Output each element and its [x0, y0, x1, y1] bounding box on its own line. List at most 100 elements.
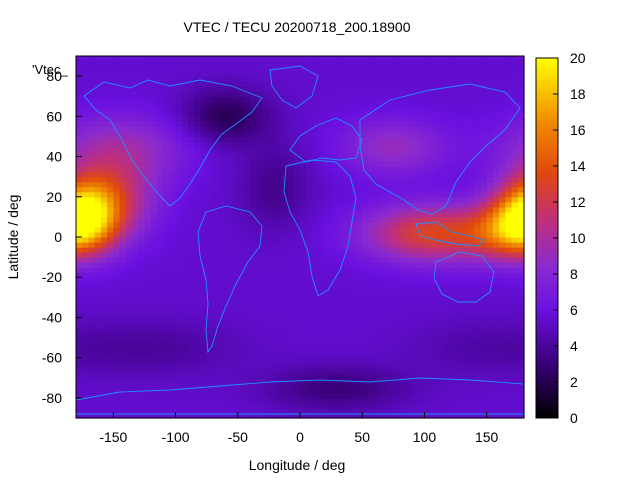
heatmap-cell: [175, 242, 183, 248]
heatmap-cell: [374, 151, 382, 158]
heatmap-cell: [412, 61, 419, 67]
heatmap-cell: [430, 387, 438, 394]
heatmap-cell: [237, 181, 245, 188]
heatmap-cell: [156, 382, 164, 389]
heatmap-cell: [287, 196, 295, 203]
heatmap-cell: [94, 237, 102, 243]
heatmap-cell: [300, 216, 307, 223]
heatmap-cell: [443, 242, 450, 248]
heatmap-cell: [480, 91, 488, 97]
heatmap-cell: [194, 412, 202, 419]
heatmap-cell: [150, 121, 158, 127]
heatmap-cell: [337, 237, 345, 243]
heatmap-cell: [287, 412, 295, 419]
heatmap-cell: [505, 342, 513, 349]
heatmap-cell: [113, 116, 121, 122]
heatmap-cell: [275, 206, 282, 213]
heatmap-cell: [418, 176, 426, 183]
heatmap-cell: [374, 106, 382, 112]
heatmap-cell: [430, 312, 438, 319]
heatmap-cell: [418, 211, 426, 218]
heatmap-cell: [194, 141, 202, 148]
heatmap-cell: [219, 247, 226, 253]
heatmap-cell: [268, 297, 276, 303]
heatmap-cell: [412, 191, 419, 198]
heatmap-cell: [492, 151, 500, 158]
heatmap-cell: [76, 121, 83, 127]
heatmap-cell: [94, 56, 102, 62]
heatmap-cell: [486, 201, 494, 208]
heatmap-cell: [486, 352, 494, 359]
heatmap-cell: [306, 282, 314, 288]
heatmap-cell: [449, 106, 457, 112]
heatmap-cell: [107, 267, 114, 273]
heatmap-cell: [169, 166, 177, 173]
heatmap-cell: [275, 156, 282, 163]
heatmap-cell: [306, 86, 314, 92]
heatmap-cell: [237, 196, 245, 203]
heatmap-cell: [424, 111, 432, 117]
heatmap-cell: [424, 337, 432, 344]
heatmap-cell: [443, 106, 450, 112]
heatmap-cell: [163, 277, 170, 283]
heatmap-cell: [505, 327, 513, 334]
heatmap-cell: [362, 126, 370, 133]
heatmap-cell: [492, 146, 500, 153]
heatmap-cell: [343, 171, 351, 178]
heatmap-cell: [194, 377, 202, 384]
heatmap-cell: [356, 412, 363, 419]
heatmap-cell: [275, 231, 282, 238]
heatmap-cell: [107, 332, 114, 339]
heatmap-cell: [206, 141, 214, 148]
heatmap-cell: [76, 342, 83, 349]
heatmap-cell: [337, 277, 345, 283]
heatmap-cell: [76, 181, 83, 188]
heatmap-cell: [82, 382, 90, 389]
heatmap-cell: [293, 277, 301, 283]
heatmap-cell: [181, 332, 189, 339]
heatmap-cell: [405, 347, 413, 354]
heatmap-cell: [480, 66, 488, 72]
heatmap-cell: [461, 292, 469, 298]
heatmap-cell: [132, 131, 139, 138]
heatmap-cell: [412, 136, 419, 143]
heatmap-cell: [318, 267, 326, 273]
heatmap-cell: [393, 181, 401, 188]
heatmap-cell: [76, 86, 83, 92]
heatmap-cell: [244, 252, 251, 258]
heatmap-cell: [231, 136, 239, 143]
heatmap-cell: [492, 216, 500, 223]
heatmap-cell: [76, 247, 83, 253]
heatmap-cell: [349, 352, 357, 359]
heatmap-cell: [318, 327, 326, 334]
heatmap-cell: [219, 282, 226, 288]
heatmap-cell: [144, 322, 152, 329]
heatmap-cell: [405, 237, 413, 243]
heatmap-cell: [250, 191, 258, 198]
heatmap-cell: [113, 96, 121, 102]
heatmap-cell: [337, 407, 345, 414]
heatmap-cell: [119, 312, 127, 319]
heatmap-cell: [268, 146, 276, 153]
heatmap-cell: [88, 262, 96, 268]
heatmap-cell: [499, 312, 506, 319]
heatmap-cell: [468, 377, 475, 384]
heatmap-cell: [443, 56, 450, 62]
heatmap-cell: [349, 131, 357, 138]
heatmap-cell: [175, 377, 183, 384]
heatmap-cell: [212, 347, 220, 354]
heatmap-cell: [486, 377, 494, 384]
heatmap-cell: [206, 176, 214, 183]
heatmap-cell: [200, 101, 208, 107]
heatmap-cell: [107, 141, 114, 148]
heatmap-cell: [212, 412, 220, 419]
heatmap-cell: [318, 66, 326, 72]
heatmap-cell: [244, 372, 251, 379]
heatmap-cell: [312, 307, 320, 314]
heatmap-cell: [100, 191, 108, 198]
heatmap-cell: [486, 131, 494, 138]
heatmap-cell: [169, 176, 177, 183]
heatmap-cell: [262, 161, 270, 168]
heatmap-cell: [418, 126, 426, 133]
heatmap-cell: [405, 362, 413, 369]
